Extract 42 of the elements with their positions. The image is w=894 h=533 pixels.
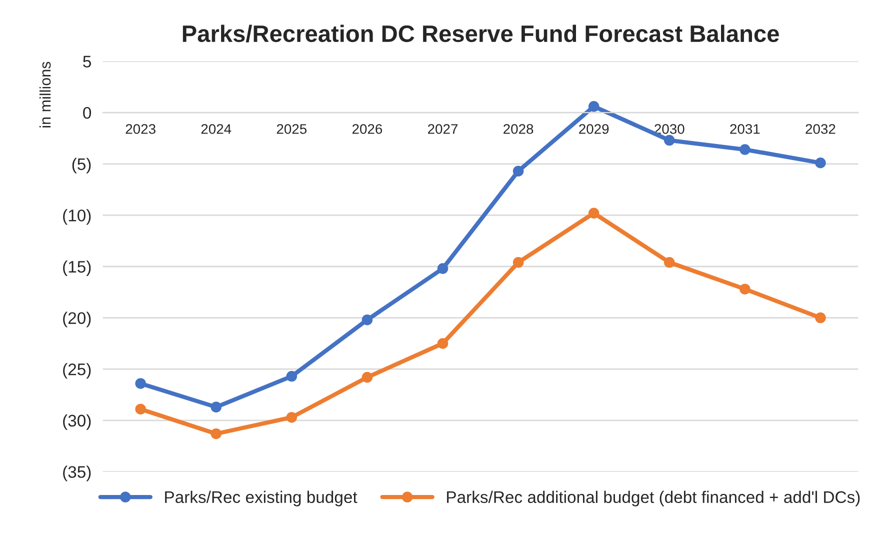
point	[135, 378, 146, 389]
point	[437, 338, 448, 349]
x-tick-label: 2027	[428, 124, 458, 134]
point	[135, 404, 146, 414]
y-tick-label: (5)	[72, 158, 91, 174]
x-tick-label: 2025	[276, 124, 307, 134]
point	[512, 257, 524, 268]
y-tick-label: (20)	[63, 312, 91, 328]
x-tick-label: 2026	[352, 124, 382, 134]
point	[740, 144, 750, 155]
x-tick-label: 2023	[126, 124, 156, 134]
x-tick-label: 2032	[806, 124, 836, 134]
x-tick-label: 2029	[579, 124, 609, 134]
legend-label: Parks/Rec existing budget	[165, 490, 358, 506]
x-tick-label: 2024	[201, 124, 232, 134]
y-tick-label: 0	[83, 106, 92, 119]
chart-title: Parks/Recreation DC Reserve Fund Forecast Balance	[182, 24, 779, 42]
point	[362, 314, 373, 326]
x-tick-label: 2028	[504, 124, 534, 134]
point	[210, 402, 222, 412]
legend-label: Parks/Rec additional budget (debt financed + add'l DCs)	[447, 490, 860, 506]
y-tick-label: (35)	[63, 466, 91, 482]
point	[588, 101, 600, 112]
y-axis-title: in millions	[39, 62, 51, 128]
y-tick-label: 5	[83, 56, 91, 68]
point	[664, 134, 675, 146]
x-tick-label: 2031	[730, 124, 760, 134]
y-tick-label: (15)	[63, 260, 91, 276]
point	[286, 412, 298, 423]
y-tick-label: (25)	[63, 363, 91, 379]
y-tick-label: (30)	[63, 414, 91, 430]
point	[815, 157, 826, 168]
point	[588, 208, 600, 219]
point	[664, 257, 675, 268]
y-tick-label: (10)	[63, 209, 91, 225]
point	[512, 166, 524, 176]
point	[362, 372, 373, 383]
point	[740, 284, 750, 294]
point	[286, 370, 298, 382]
point	[210, 428, 222, 440]
point	[437, 263, 448, 274]
point	[815, 312, 826, 324]
